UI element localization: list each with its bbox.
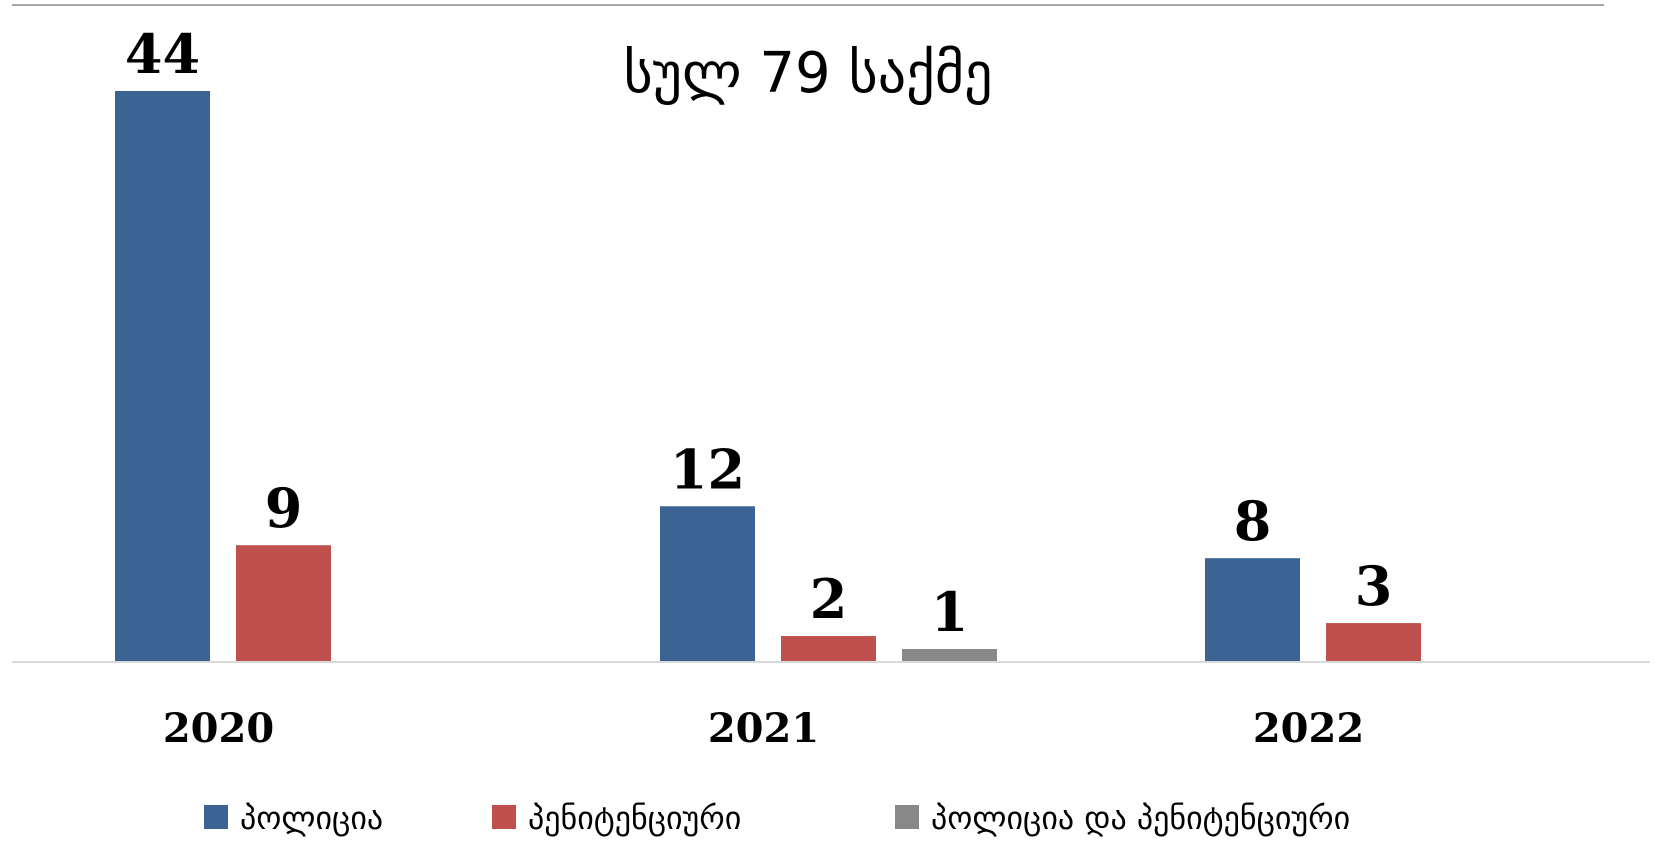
- data-label-2022-series-2: 3: [1355, 554, 1393, 618]
- legend-label-2: პენიტენციური: [528, 799, 741, 837]
- bar-2021-series-1: [660, 506, 755, 662]
- bars-layer: 44 9 12 2 1 8 3: [115, 22, 1421, 662]
- chart-title: სულ 79 საქმე: [623, 41, 992, 106]
- bar-2020-series-2: [236, 545, 331, 662]
- data-label-2021-series-3: 1: [931, 580, 969, 644]
- data-label-2021-series-1: 12: [670, 437, 745, 501]
- legend-swatch-2: [492, 805, 516, 829]
- category-label-2020: 2020: [163, 705, 274, 752]
- bar-2020-series-1: [115, 91, 210, 662]
- legend-label-3: პოლიცია და პენიტენციური: [931, 799, 1350, 837]
- category-labels: 2020 2021 2022: [163, 705, 1364, 752]
- legend-label-1: პოლიცია: [240, 799, 383, 837]
- bar-2022-series-2: [1326, 623, 1421, 662]
- data-label-2022-series-1: 8: [1234, 489, 1272, 553]
- legend: პოლიცია პენიტენციური პოლიცია და პენიტენციუ…: [204, 799, 1350, 837]
- category-label-2021: 2021: [708, 705, 819, 752]
- legend-swatch-1: [204, 805, 228, 829]
- bar-2021-series-2: [781, 636, 876, 662]
- legend-swatch-3: [895, 805, 919, 829]
- data-label-2021-series-2: 2: [810, 567, 848, 631]
- bar-2021-series-3: [902, 649, 997, 662]
- bar-2022-series-1: [1205, 558, 1300, 662]
- category-label-2022: 2022: [1253, 705, 1364, 752]
- data-label-2020-series-1: 44: [125, 22, 200, 86]
- data-label-2020-series-2: 9: [265, 476, 303, 540]
